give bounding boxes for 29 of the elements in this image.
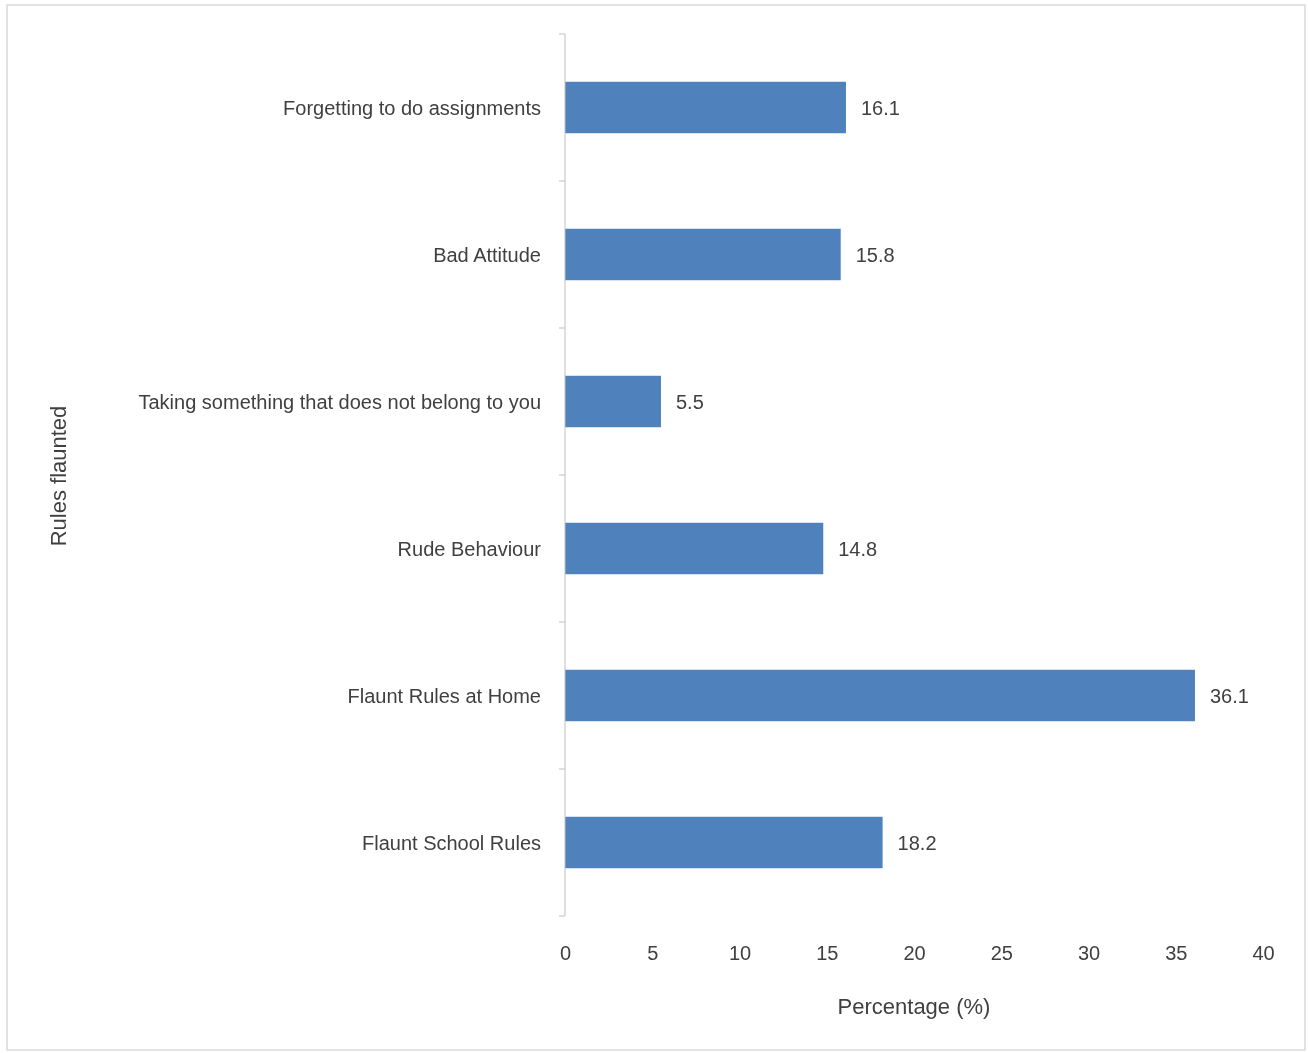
x-tick-label: 20 bbox=[903, 942, 926, 965]
data-label: 14.8 bbox=[838, 537, 878, 560]
data-label: 36.1 bbox=[1209, 684, 1249, 707]
data-label: 18.2 bbox=[897, 831, 937, 854]
bar bbox=[565, 228, 841, 281]
bar bbox=[565, 669, 1195, 722]
y-tick-label: Rude Behaviour bbox=[397, 537, 542, 560]
y-tick-label: Flaunt Rules at Home bbox=[347, 684, 541, 707]
y-tick-label: Forgetting to do assignments bbox=[283, 96, 541, 119]
y-tick-label: Taking something that does not belong to you bbox=[138, 390, 541, 413]
bar bbox=[565, 375, 661, 428]
x-tick-label: 40 bbox=[1252, 942, 1275, 965]
x-axis-title: Percentage (%) bbox=[837, 994, 991, 1019]
x-tick-label: 10 bbox=[728, 942, 752, 965]
x-tick-label: 30 bbox=[1077, 942, 1101, 965]
y-tick-label: Bad Attitude bbox=[433, 243, 541, 266]
x-tick-label: 5 bbox=[647, 942, 659, 965]
data-label: 16.1 bbox=[860, 96, 900, 119]
x-tick-label: 25 bbox=[990, 942, 1013, 965]
y-tick-label: Flaunt School Rules bbox=[362, 831, 541, 854]
bar bbox=[565, 816, 883, 869]
data-label: 5.5 bbox=[675, 390, 704, 413]
bar bbox=[565, 522, 824, 575]
x-tick-label: 15 bbox=[816, 942, 839, 965]
y-axis-title: Rules flaunted bbox=[46, 405, 71, 547]
bar bbox=[565, 81, 846, 134]
x-tick-label: 0 bbox=[559, 942, 572, 965]
x-tick-label: 35 bbox=[1165, 942, 1188, 965]
data-label: 15.8 bbox=[855, 243, 895, 266]
